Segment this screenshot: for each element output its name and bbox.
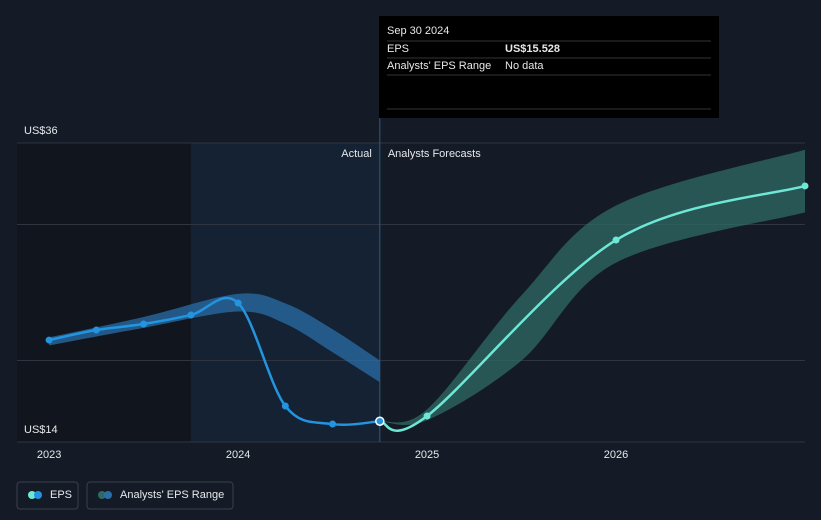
- range-band: [49, 293, 380, 383]
- legend-swatch: [104, 491, 112, 499]
- tooltip-date: Sep 30 2024: [387, 25, 449, 37]
- eps-line: [379, 184, 806, 432]
- eps-line: [48, 296, 380, 427]
- x-tick-label: 2025: [415, 449, 439, 461]
- y-tick-label: US$36: [24, 125, 58, 137]
- legend-swatch: [98, 491, 106, 499]
- eps-point: [375, 416, 385, 426]
- eps-point: [140, 320, 148, 328]
- eps-point: [423, 412, 431, 420]
- legend-swatch: [34, 491, 42, 499]
- annotation: Analysts Forecasts: [388, 148, 481, 160]
- x-tick-label: 2024: [226, 449, 250, 461]
- range-band: [379, 149, 805, 425]
- past-region: [17, 143, 191, 442]
- legend-swatch: [28, 491, 36, 499]
- x-tick-label: 2026: [604, 449, 628, 461]
- eps-point: [329, 420, 337, 428]
- legend-item: [16, 481, 79, 510]
- legend-item: [86, 481, 234, 510]
- tooltip-label: EPS: [387, 43, 409, 55]
- eps-point: [281, 402, 289, 410]
- eps-point: [187, 311, 195, 319]
- eps-point: [234, 299, 242, 307]
- tooltip-value: No data: [505, 60, 544, 72]
- legend-label: EPS: [50, 489, 72, 501]
- eps-point: [92, 326, 100, 334]
- tooltip-label: Analysts' EPS Range: [387, 60, 491, 72]
- y-tick-label: US$14: [24, 424, 58, 436]
- annotation: Actual: [341, 148, 372, 160]
- tooltip-value: US$15.528: [505, 43, 560, 55]
- highlight-region: [190, 143, 380, 442]
- x-tick-label: 2023: [37, 449, 61, 461]
- tooltip-box: [379, 16, 719, 118]
- eps-point: [801, 182, 809, 190]
- eps-point: [45, 336, 53, 344]
- legend-label: Analysts' EPS Range: [120, 489, 224, 501]
- eps-point: [612, 236, 620, 244]
